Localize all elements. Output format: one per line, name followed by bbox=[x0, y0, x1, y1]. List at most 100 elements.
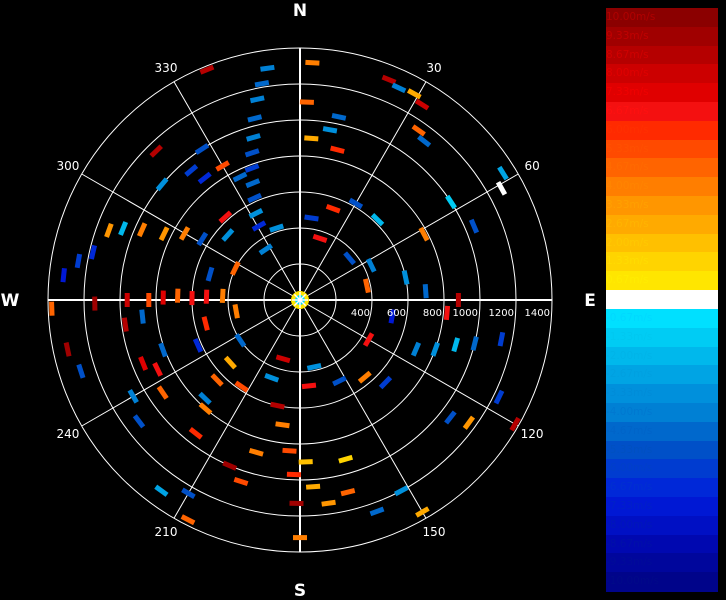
velocity-gate bbox=[260, 64, 275, 72]
velocity-gate bbox=[198, 391, 212, 406]
azimuth-label: 300 bbox=[56, 159, 79, 173]
colorbar-swatch bbox=[606, 290, 718, 310]
velocity-gate bbox=[132, 414, 146, 429]
colorbar-swatch bbox=[606, 327, 718, 348]
velocity-gate bbox=[381, 74, 397, 85]
velocity-gate bbox=[149, 144, 163, 158]
colorbar-swatch bbox=[606, 553, 718, 573]
velocity-gate bbox=[60, 267, 67, 283]
velocity-gate bbox=[443, 305, 451, 321]
velocity-gate bbox=[304, 214, 319, 222]
velocity-gate bbox=[497, 165, 509, 181]
velocity-gate bbox=[370, 213, 385, 227]
colorbar-label: -9.33m/s bbox=[606, 556, 653, 569]
velocity-gate bbox=[451, 337, 461, 353]
azimuth-label: 120 bbox=[521, 427, 544, 441]
velocity-gate bbox=[88, 244, 98, 260]
velocity-gate bbox=[251, 220, 267, 232]
compass-labels: N E S W bbox=[1, 1, 596, 600]
azimuth-spoke bbox=[173, 81, 301, 301]
velocity-gate bbox=[221, 228, 235, 242]
colorbar-swatch bbox=[606, 346, 718, 366]
velocity-gate bbox=[493, 389, 505, 405]
colorbar-swatch bbox=[606, 440, 718, 460]
velocity-colorbar: 10.00m/s 9.33m/s 8.67m/s 8.00m/s 7.33m/s 6.67… bbox=[606, 8, 718, 592]
colorbar-label: -2.67m/s bbox=[606, 368, 653, 381]
velocity-gate bbox=[322, 126, 338, 134]
azimuth-spoke bbox=[81, 173, 301, 301]
velocity-gate bbox=[282, 447, 297, 454]
velocity-gate bbox=[234, 380, 249, 393]
colorbar-label: -3.33m/s bbox=[606, 387, 653, 400]
velocity-gate bbox=[155, 177, 169, 192]
velocity-gate bbox=[127, 388, 139, 404]
velocity-gate bbox=[299, 99, 314, 105]
velocity-gate bbox=[156, 385, 169, 400]
origin-star-ray bbox=[299, 293, 307, 301]
velocity-gate bbox=[293, 535, 307, 541]
range-label: 400 bbox=[351, 308, 370, 319]
azimuth-spoke bbox=[299, 299, 427, 519]
colorbar-label: -8.67m/s bbox=[606, 537, 653, 550]
velocity-gate bbox=[418, 226, 430, 242]
colorbar-label: -7.33m/s bbox=[606, 499, 653, 512]
velocity-gate bbox=[160, 290, 166, 305]
colorbar-label: -5.33m/s bbox=[606, 443, 653, 456]
velocity-gate bbox=[210, 373, 224, 387]
velocity-gates bbox=[49, 59, 521, 541]
colorbar-swatch bbox=[606, 45, 718, 66]
origin-star-ray bbox=[293, 299, 301, 307]
compass-w: W bbox=[1, 291, 20, 311]
velocity-gate bbox=[74, 253, 83, 269]
colorbar-label: 2.67m/s bbox=[606, 217, 649, 230]
range-label: 600 bbox=[387, 308, 406, 319]
velocity-gate bbox=[340, 487, 356, 497]
velocity-gate bbox=[196, 231, 209, 247]
velocity-gate bbox=[298, 459, 313, 465]
velocity-gate bbox=[348, 197, 364, 210]
colorbar-swatch bbox=[606, 139, 718, 160]
colorbar-swatch bbox=[606, 308, 718, 329]
velocity-gate bbox=[201, 316, 210, 331]
azimuth-label: 150 bbox=[423, 525, 446, 539]
origin-star-ray bbox=[293, 293, 301, 301]
colorbar-label: 0.67m/s bbox=[606, 274, 649, 287]
velocity-gate bbox=[362, 278, 371, 294]
range-label: 1400 bbox=[525, 308, 550, 319]
colorbar-label: -6.67m/s bbox=[606, 481, 653, 494]
velocity-gate bbox=[189, 291, 195, 306]
velocity-gate bbox=[275, 421, 290, 429]
polar-grid bbox=[47, 47, 553, 553]
colorbar-label: -4.67m/s bbox=[606, 424, 653, 437]
colorbar-label: 7.33m/s bbox=[606, 86, 649, 99]
velocity-gate bbox=[180, 514, 196, 526]
velocity-gate bbox=[312, 233, 328, 243]
colorbar-swatch bbox=[606, 177, 718, 197]
colorbar-swatch bbox=[606, 365, 718, 385]
velocity-gate bbox=[104, 222, 114, 238]
velocity-gate bbox=[76, 363, 86, 379]
colorbar-swatch bbox=[606, 64, 718, 84]
angle-labels: 30 60 120 150 210 240 300 330 bbox=[56, 61, 543, 539]
azimuth-spoke bbox=[299, 173, 519, 301]
velocity-gate bbox=[219, 288, 226, 304]
colorbar-label: 6.67m/s bbox=[606, 105, 649, 118]
velocity-gate bbox=[422, 284, 429, 299]
velocity-gate bbox=[365, 257, 377, 273]
colorbar-label: 4.67m/s bbox=[606, 161, 649, 174]
range-label: 1000 bbox=[453, 308, 478, 319]
velocity-gate bbox=[222, 460, 238, 471]
velocity-gate bbox=[244, 163, 260, 173]
colorbar-swatch bbox=[606, 26, 718, 47]
velocity-gate bbox=[138, 355, 149, 371]
velocity-gate bbox=[410, 341, 422, 357]
velocity-gate bbox=[198, 402, 213, 416]
velocity-gate bbox=[197, 171, 212, 185]
velocity-gate bbox=[158, 226, 170, 242]
colorbar-swatch bbox=[606, 478, 718, 498]
velocity-gate bbox=[184, 163, 199, 177]
range-label: 800 bbox=[423, 308, 442, 319]
azimuth-label: 30 bbox=[426, 61, 441, 75]
velocity-gate bbox=[495, 180, 508, 196]
velocity-gate bbox=[146, 293, 152, 307]
